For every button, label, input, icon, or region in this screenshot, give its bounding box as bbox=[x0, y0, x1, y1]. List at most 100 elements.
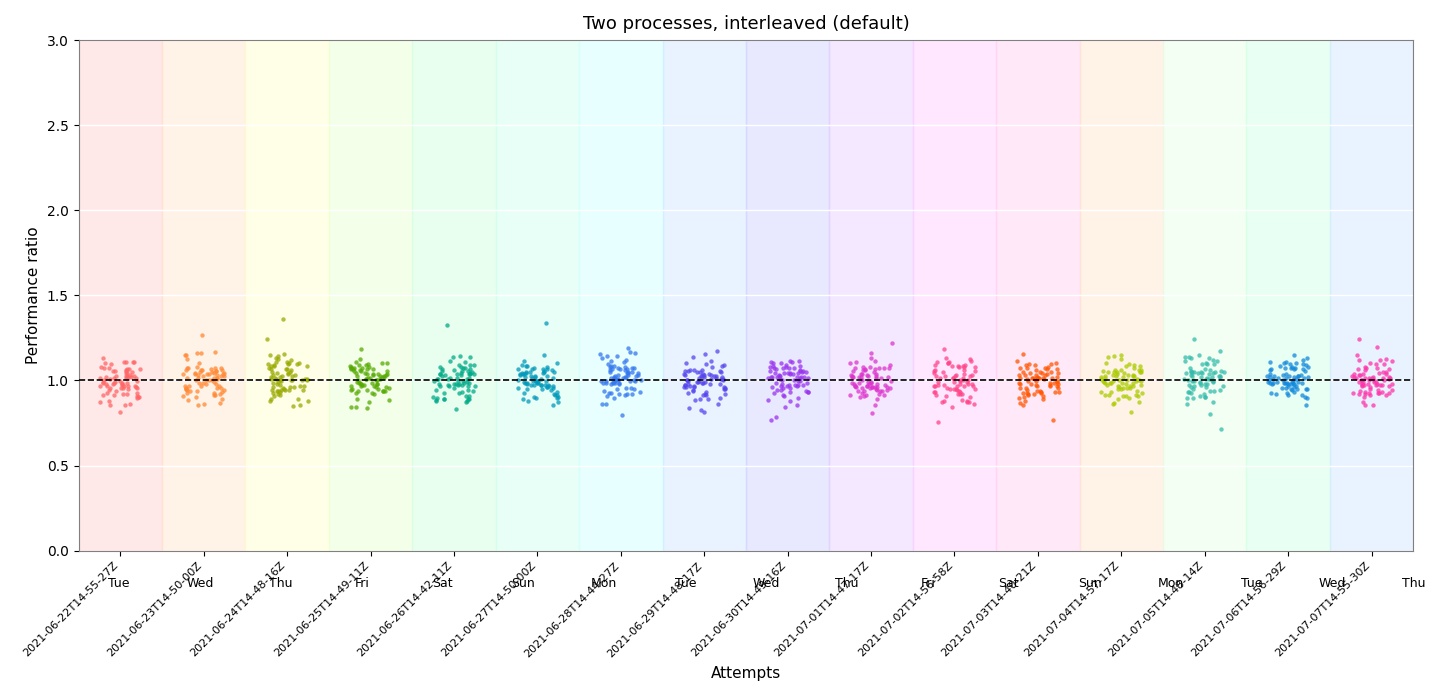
Point bbox=[842, 379, 865, 390]
Point bbox=[1130, 388, 1153, 399]
Point bbox=[1045, 372, 1068, 383]
Point bbox=[536, 379, 559, 390]
Point bbox=[462, 368, 485, 379]
Point bbox=[274, 385, 297, 396]
Point bbox=[456, 390, 480, 402]
Point bbox=[852, 362, 876, 373]
Point bbox=[760, 415, 783, 426]
Point bbox=[1092, 375, 1115, 386]
Point bbox=[1349, 369, 1372, 380]
Point bbox=[511, 359, 534, 370]
Point bbox=[763, 367, 786, 378]
Point bbox=[1187, 349, 1210, 361]
Point bbox=[1126, 373, 1149, 384]
Point bbox=[1128, 396, 1151, 407]
Point bbox=[92, 389, 115, 400]
Point bbox=[1352, 391, 1375, 402]
Point bbox=[1296, 383, 1319, 395]
Point bbox=[876, 381, 899, 392]
Point bbox=[363, 388, 386, 399]
Point bbox=[508, 368, 531, 379]
Point bbox=[102, 390, 125, 401]
Point bbox=[176, 354, 199, 365]
Point bbox=[706, 345, 729, 356]
Point bbox=[533, 349, 556, 361]
Point bbox=[1012, 367, 1035, 378]
Point bbox=[192, 370, 215, 381]
Point bbox=[98, 385, 121, 396]
Point bbox=[364, 374, 387, 386]
Point bbox=[1104, 364, 1128, 375]
Point bbox=[1123, 363, 1146, 374]
Point bbox=[783, 379, 806, 390]
Point bbox=[346, 394, 369, 405]
Point bbox=[176, 363, 199, 374]
Point bbox=[269, 376, 292, 387]
Point bbox=[711, 374, 734, 386]
Point bbox=[595, 376, 618, 387]
Point bbox=[276, 367, 300, 379]
Point bbox=[343, 365, 366, 377]
Point bbox=[713, 388, 736, 400]
Point bbox=[451, 387, 474, 398]
Point bbox=[772, 389, 795, 400]
Point bbox=[445, 379, 468, 390]
Point bbox=[955, 397, 978, 408]
Point bbox=[852, 365, 876, 376]
Point bbox=[197, 369, 220, 380]
Point bbox=[923, 386, 946, 397]
Point bbox=[1014, 370, 1037, 381]
Point bbox=[1032, 373, 1056, 384]
Point bbox=[606, 373, 629, 384]
Point bbox=[785, 381, 808, 392]
Point bbox=[868, 388, 891, 400]
Point bbox=[442, 365, 465, 376]
Point bbox=[1025, 372, 1048, 383]
Point bbox=[1273, 378, 1296, 389]
Point bbox=[1364, 380, 1387, 391]
Point bbox=[710, 374, 733, 385]
Point bbox=[1189, 372, 1212, 383]
Point bbox=[694, 358, 717, 370]
Point bbox=[1365, 378, 1388, 389]
Point bbox=[1128, 361, 1151, 372]
Point bbox=[788, 366, 811, 377]
Point bbox=[259, 361, 282, 372]
Point bbox=[1201, 367, 1224, 378]
Point bbox=[1122, 370, 1145, 381]
Point bbox=[864, 372, 887, 383]
Point bbox=[1005, 356, 1028, 367]
Point bbox=[759, 356, 782, 367]
Point bbox=[174, 383, 197, 395]
Point bbox=[104, 386, 127, 397]
Point bbox=[1090, 386, 1113, 397]
Point bbox=[203, 388, 226, 399]
Point bbox=[431, 370, 454, 381]
Point bbox=[840, 390, 863, 401]
Point bbox=[700, 370, 723, 381]
Point bbox=[611, 409, 634, 420]
Point bbox=[359, 373, 382, 384]
Point bbox=[1351, 396, 1374, 407]
Point bbox=[124, 381, 147, 392]
Point bbox=[1280, 384, 1303, 395]
Point bbox=[540, 384, 563, 395]
Point bbox=[264, 372, 287, 383]
Point bbox=[796, 386, 819, 397]
Point bbox=[446, 372, 469, 383]
Point bbox=[700, 373, 723, 384]
Point bbox=[341, 383, 364, 395]
Point bbox=[877, 363, 900, 374]
Point bbox=[297, 396, 320, 407]
Point bbox=[942, 372, 965, 383]
Point bbox=[1112, 383, 1135, 394]
Point bbox=[448, 388, 471, 399]
Point bbox=[626, 367, 649, 379]
Point bbox=[693, 372, 716, 383]
Point bbox=[946, 385, 969, 396]
Point bbox=[1187, 367, 1210, 379]
Point bbox=[1272, 374, 1295, 386]
Point bbox=[949, 386, 972, 397]
Point bbox=[446, 376, 469, 387]
Point bbox=[265, 374, 288, 385]
